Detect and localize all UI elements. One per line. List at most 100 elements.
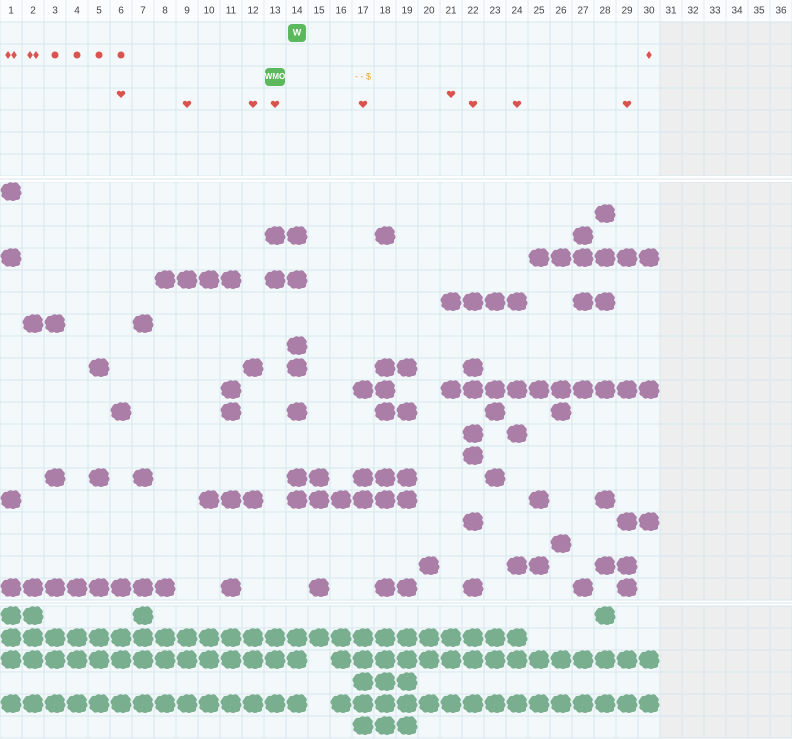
cell-mark	[440, 380, 462, 399]
cell-mark	[44, 694, 66, 713]
cell-mark	[88, 358, 110, 377]
column-number: 25	[533, 6, 545, 17]
badge	[288, 24, 306, 42]
cell-mark	[154, 628, 176, 647]
cell-mark	[242, 650, 264, 669]
cell-mark	[286, 358, 308, 377]
column-number: 2	[30, 6, 36, 17]
cell-mark	[462, 628, 484, 647]
cell-mark	[484, 292, 506, 311]
cell-mark	[22, 694, 44, 713]
cell-mark	[572, 694, 594, 713]
column-number: 32	[687, 6, 699, 17]
cell-mark	[330, 628, 352, 647]
column-number: 3	[52, 6, 58, 17]
cell-mark	[352, 490, 374, 509]
cell-mark	[506, 628, 528, 647]
diamond-icon	[5, 51, 11, 59]
column-number: 27	[577, 6, 589, 17]
cell-mark	[264, 226, 286, 245]
cell-mark	[440, 650, 462, 669]
cell-mark	[418, 694, 440, 713]
cell-mark	[286, 490, 308, 509]
cell-mark	[264, 650, 286, 669]
column-number: 8	[162, 6, 168, 17]
heart-icon	[468, 100, 478, 108]
dot-icon	[95, 51, 103, 59]
heart-icon	[270, 100, 280, 108]
cell-mark	[374, 226, 396, 245]
cell-mark	[242, 694, 264, 713]
cell-mark	[66, 650, 88, 669]
cell-mark	[352, 468, 374, 487]
cell-mark	[0, 490, 22, 509]
cell-mark	[220, 694, 242, 713]
column-number: 24	[511, 6, 523, 17]
cell-mark	[528, 694, 550, 713]
cell-mark	[396, 468, 418, 487]
cell-mark	[506, 556, 528, 575]
cell-mark	[220, 628, 242, 647]
cell-mark	[352, 650, 374, 669]
cell-mark	[352, 380, 374, 399]
cell-mark	[396, 650, 418, 669]
column-number: 20	[423, 6, 435, 17]
cell-mark	[132, 468, 154, 487]
cell-mark	[66, 694, 88, 713]
cell-mark	[198, 694, 220, 713]
cell-mark	[572, 292, 594, 311]
cell-mark	[44, 314, 66, 333]
cell-mark	[462, 446, 484, 465]
column-number: 14	[291, 6, 303, 17]
cell-mark	[352, 628, 374, 647]
column-number: 5	[96, 6, 102, 17]
cell-mark	[462, 380, 484, 399]
cell-mark	[22, 578, 44, 597]
cell-mark	[484, 694, 506, 713]
cell-mark	[286, 402, 308, 421]
cell-mark	[352, 672, 374, 691]
cell-mark	[638, 248, 660, 267]
cell-mark	[374, 358, 396, 377]
cell-mark	[308, 468, 330, 487]
column-number: 31	[665, 6, 677, 17]
cell-mark	[198, 270, 220, 289]
cell-mark	[462, 424, 484, 443]
cell-mark	[484, 402, 506, 421]
cell-mark	[572, 226, 594, 245]
column-number: 6	[118, 6, 124, 17]
badge	[265, 68, 285, 86]
cell-mark	[176, 270, 198, 289]
cell-mark	[484, 468, 506, 487]
cell-mark	[198, 490, 220, 509]
column-number: 1	[8, 6, 14, 17]
cell-mark	[396, 694, 418, 713]
cell-mark	[506, 380, 528, 399]
column-number: 34	[731, 6, 743, 17]
cell-mark	[528, 650, 550, 669]
cell-mark	[594, 694, 616, 713]
dot-icon	[73, 51, 81, 59]
cell-mark	[396, 628, 418, 647]
cell-mark	[0, 606, 22, 625]
cell-mark	[396, 578, 418, 597]
cell-mark	[594, 204, 616, 223]
cell-mark	[220, 402, 242, 421]
cell-mark	[528, 556, 550, 575]
column-number: 19	[401, 6, 413, 17]
cell-mark	[572, 380, 594, 399]
cell-mark	[462, 650, 484, 669]
cell-mark	[22, 314, 44, 333]
column-number: 10	[203, 6, 215, 17]
cell-mark	[462, 512, 484, 531]
cell-mark	[506, 650, 528, 669]
cell-mark	[440, 694, 462, 713]
cell-mark	[286, 650, 308, 669]
cell-mark	[374, 716, 396, 735]
cell-mark	[374, 672, 396, 691]
cell-mark	[44, 650, 66, 669]
heart-icon	[622, 100, 632, 108]
cell-mark	[88, 628, 110, 647]
cell-mark	[506, 292, 528, 311]
